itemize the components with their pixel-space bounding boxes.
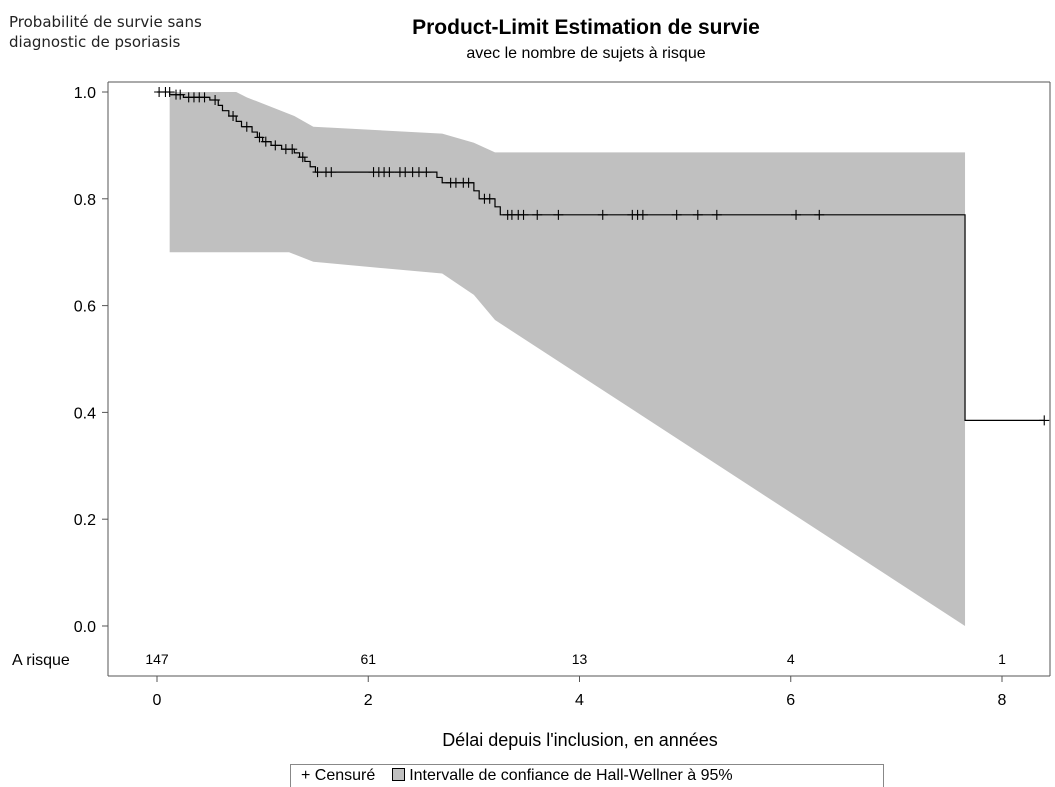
- x-tick-label: 2: [364, 692, 373, 709]
- legend-band-swatch: [391, 768, 405, 781]
- survival-curve: [157, 91, 1045, 422]
- y-axis-title-line-1: Probabilité de survie sans: [9, 13, 202, 31]
- legend-censored-label: Censuré: [314, 767, 376, 784]
- censored-mark: [254, 132, 265, 143]
- censored-mark: [199, 92, 210, 103]
- censored-mark: [270, 140, 281, 151]
- censored-mark: [814, 209, 825, 220]
- censored-mark: [518, 209, 529, 220]
- censored-mark: [637, 209, 648, 220]
- censored-mark: [287, 144, 298, 155]
- x-tick-label: 8: [998, 692, 1007, 709]
- legend-band-label: Intervalle de confiance de Hall-Wellner …: [409, 767, 733, 784]
- chart-title: Product-Limit Estimation de survie: [412, 16, 760, 39]
- censored-mark: [711, 209, 722, 220]
- legend: + Censuré Intervalle de confiance de Hal…: [290, 764, 884, 787]
- x-tick-label: 0: [153, 692, 162, 709]
- at-risk-count: 13: [572, 651, 588, 667]
- censored-mark: [260, 136, 271, 147]
- censored-mark: [692, 209, 703, 220]
- y-tick-label: 0.2: [74, 512, 96, 529]
- y-tick-label: 0.4: [74, 405, 96, 422]
- censored-mark: [671, 209, 682, 220]
- censored-mark: [241, 121, 252, 132]
- survival-chart: 0.0 0.2 0.4 0.6 0.8 1.0 0 2 4 6 8 Délai depuis l'in…: [12, 81, 1051, 750]
- x-axis-title: Délai depuis l'inclusion, en années: [442, 730, 718, 750]
- censored-mark: [597, 209, 608, 220]
- y-axis-title-line-2: diagnostic de psoriasis: [9, 33, 181, 51]
- censored-mark: [175, 89, 186, 100]
- censored-mark: [164, 87, 175, 97]
- legend-censored-symbol: +: [301, 767, 311, 784]
- confidence-band: [169, 92, 966, 626]
- censored-mark: [553, 209, 564, 220]
- censored-mark: [228, 111, 239, 122]
- censored-mark: [312, 167, 323, 178]
- censored-mark: [463, 177, 474, 188]
- at-risk-label: A risque: [12, 652, 70, 669]
- at-risk-count: 4: [787, 651, 795, 667]
- censored-mark: [791, 209, 802, 220]
- y-tick-label: 0.8: [74, 192, 96, 209]
- censored-mark: [297, 152, 308, 163]
- x-tick-label: 6: [786, 692, 795, 709]
- y-tick-label: 0.0: [74, 619, 96, 636]
- censored-mark: [421, 167, 432, 178]
- y-tick-label: 1.0: [74, 85, 96, 102]
- y-tick-label: 0.6: [74, 299, 96, 316]
- censored-mark: [326, 167, 337, 178]
- x-tick-label: 4: [575, 692, 584, 709]
- censored-mark: [1039, 415, 1050, 426]
- censored-mark: [384, 167, 395, 178]
- censored-mark: [210, 95, 221, 106]
- at-risk-count: 61: [360, 651, 376, 667]
- at-risk-count: 1: [998, 651, 1006, 667]
- at-risk-count: 147: [145, 651, 169, 667]
- censored-mark: [532, 209, 543, 220]
- censored-mark: [484, 193, 495, 204]
- chart-subtitle: avec le nombre de sujets à risque: [466, 45, 706, 62]
- y-axis-title: Probabilité de survie sans diagnostic de…: [9, 12, 202, 52]
